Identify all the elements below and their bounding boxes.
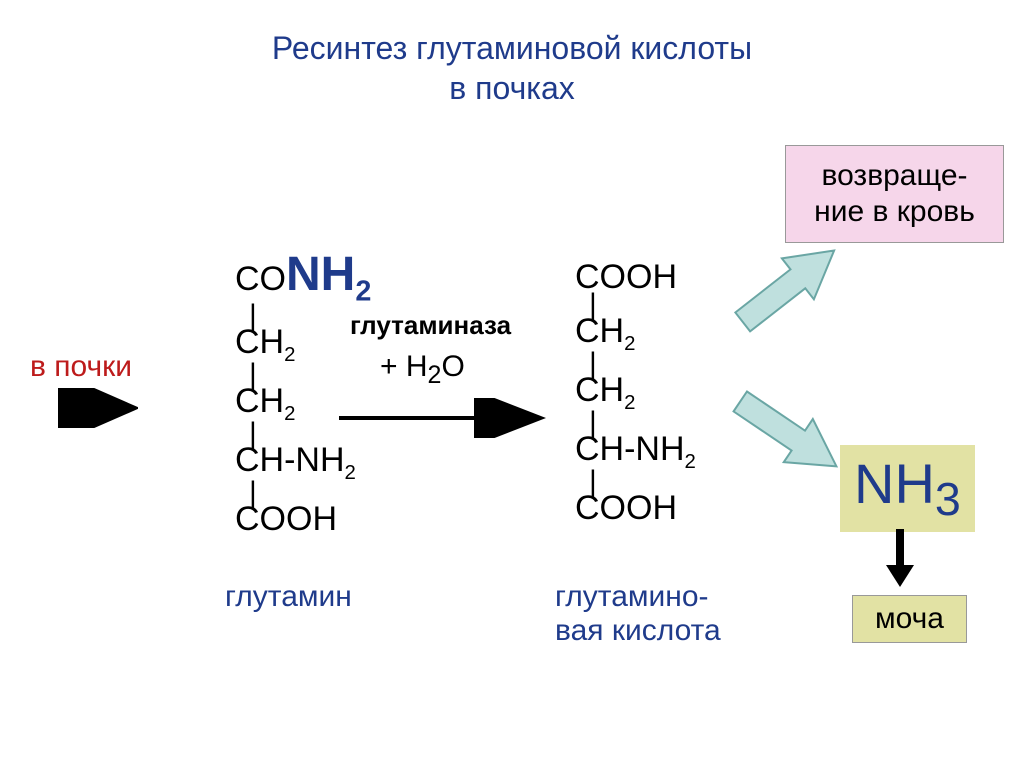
box-nh3: NH3 <box>840 445 975 532</box>
reaction-arrow-icon <box>335 398 555 438</box>
arrow-into-kidneys-icon <box>58 388 138 428</box>
slide-title: Ресинтез глутаминовой кислоты в почках <box>0 28 1024 108</box>
gln-l5: COOH <box>235 502 371 538</box>
structure-glutamic-acid: COOH | CH2 | CH2 | CH-NH2 | COOH <box>575 260 696 527</box>
gln-l3: CH <box>235 382 284 420</box>
gln-l4-sub: 2 <box>345 462 356 484</box>
glu-l3: CH <box>575 371 624 409</box>
gln-l1b-sub: 2 <box>355 276 371 308</box>
box-return-l2: ние в кровь <box>814 195 975 228</box>
label-glutamine: глутамин <box>225 580 352 614</box>
block-arrow-to-blood-icon <box>720 235 860 335</box>
water-a: + H <box>380 350 428 383</box>
box-urine: моча <box>852 595 967 643</box>
water-sub: 2 <box>428 361 442 389</box>
block-arrow-to-nh3-icon <box>720 380 860 490</box>
box-return-to-blood: возвраще- ние в кровь <box>785 145 1004 243</box>
glu-l4-sub: 2 <box>685 451 696 473</box>
glu-l2: CH <box>575 312 624 350</box>
gln-l2-sub: 2 <box>284 344 295 366</box>
gln-l1a: CO <box>235 260 286 298</box>
gln-l2: CH <box>235 323 284 361</box>
water-b: O <box>441 350 464 383</box>
arrow-nh3-to-urine-icon <box>870 525 930 595</box>
nh3-sub: 3 <box>935 473 961 525</box>
glu-l5: COOH <box>575 491 696 527</box>
glu-name-l2: вая кислота <box>555 614 721 647</box>
gln-l4: CH-NH <box>235 441 345 479</box>
gln-l1b: NH <box>286 248 355 301</box>
title-line2: в почках <box>449 70 574 106</box>
label-enzyme: глутаминаза <box>350 310 511 341</box>
label-to-kidneys: в почки <box>30 350 132 384</box>
nh3-text: NH <box>854 452 935 515</box>
label-glutamic-acid: глутамино- вая кислота <box>555 580 721 648</box>
glu-l4: CH-NH <box>575 430 685 468</box>
box-return-l1: возвраще- <box>821 159 967 192</box>
structure-glutamine: CONH2 | CH2 | CH2 | CH-NH2 | COOH <box>235 250 371 538</box>
glu-l2-sub: 2 <box>624 332 635 354</box>
gln-l3-sub: 2 <box>284 403 295 425</box>
label-water: + H2O <box>380 350 465 390</box>
glu-name-l1: глутамино- <box>555 580 709 613</box>
glu-l3-sub: 2 <box>624 392 635 414</box>
title-line1: Ресинтез глутаминовой кислоты <box>272 30 752 66</box>
